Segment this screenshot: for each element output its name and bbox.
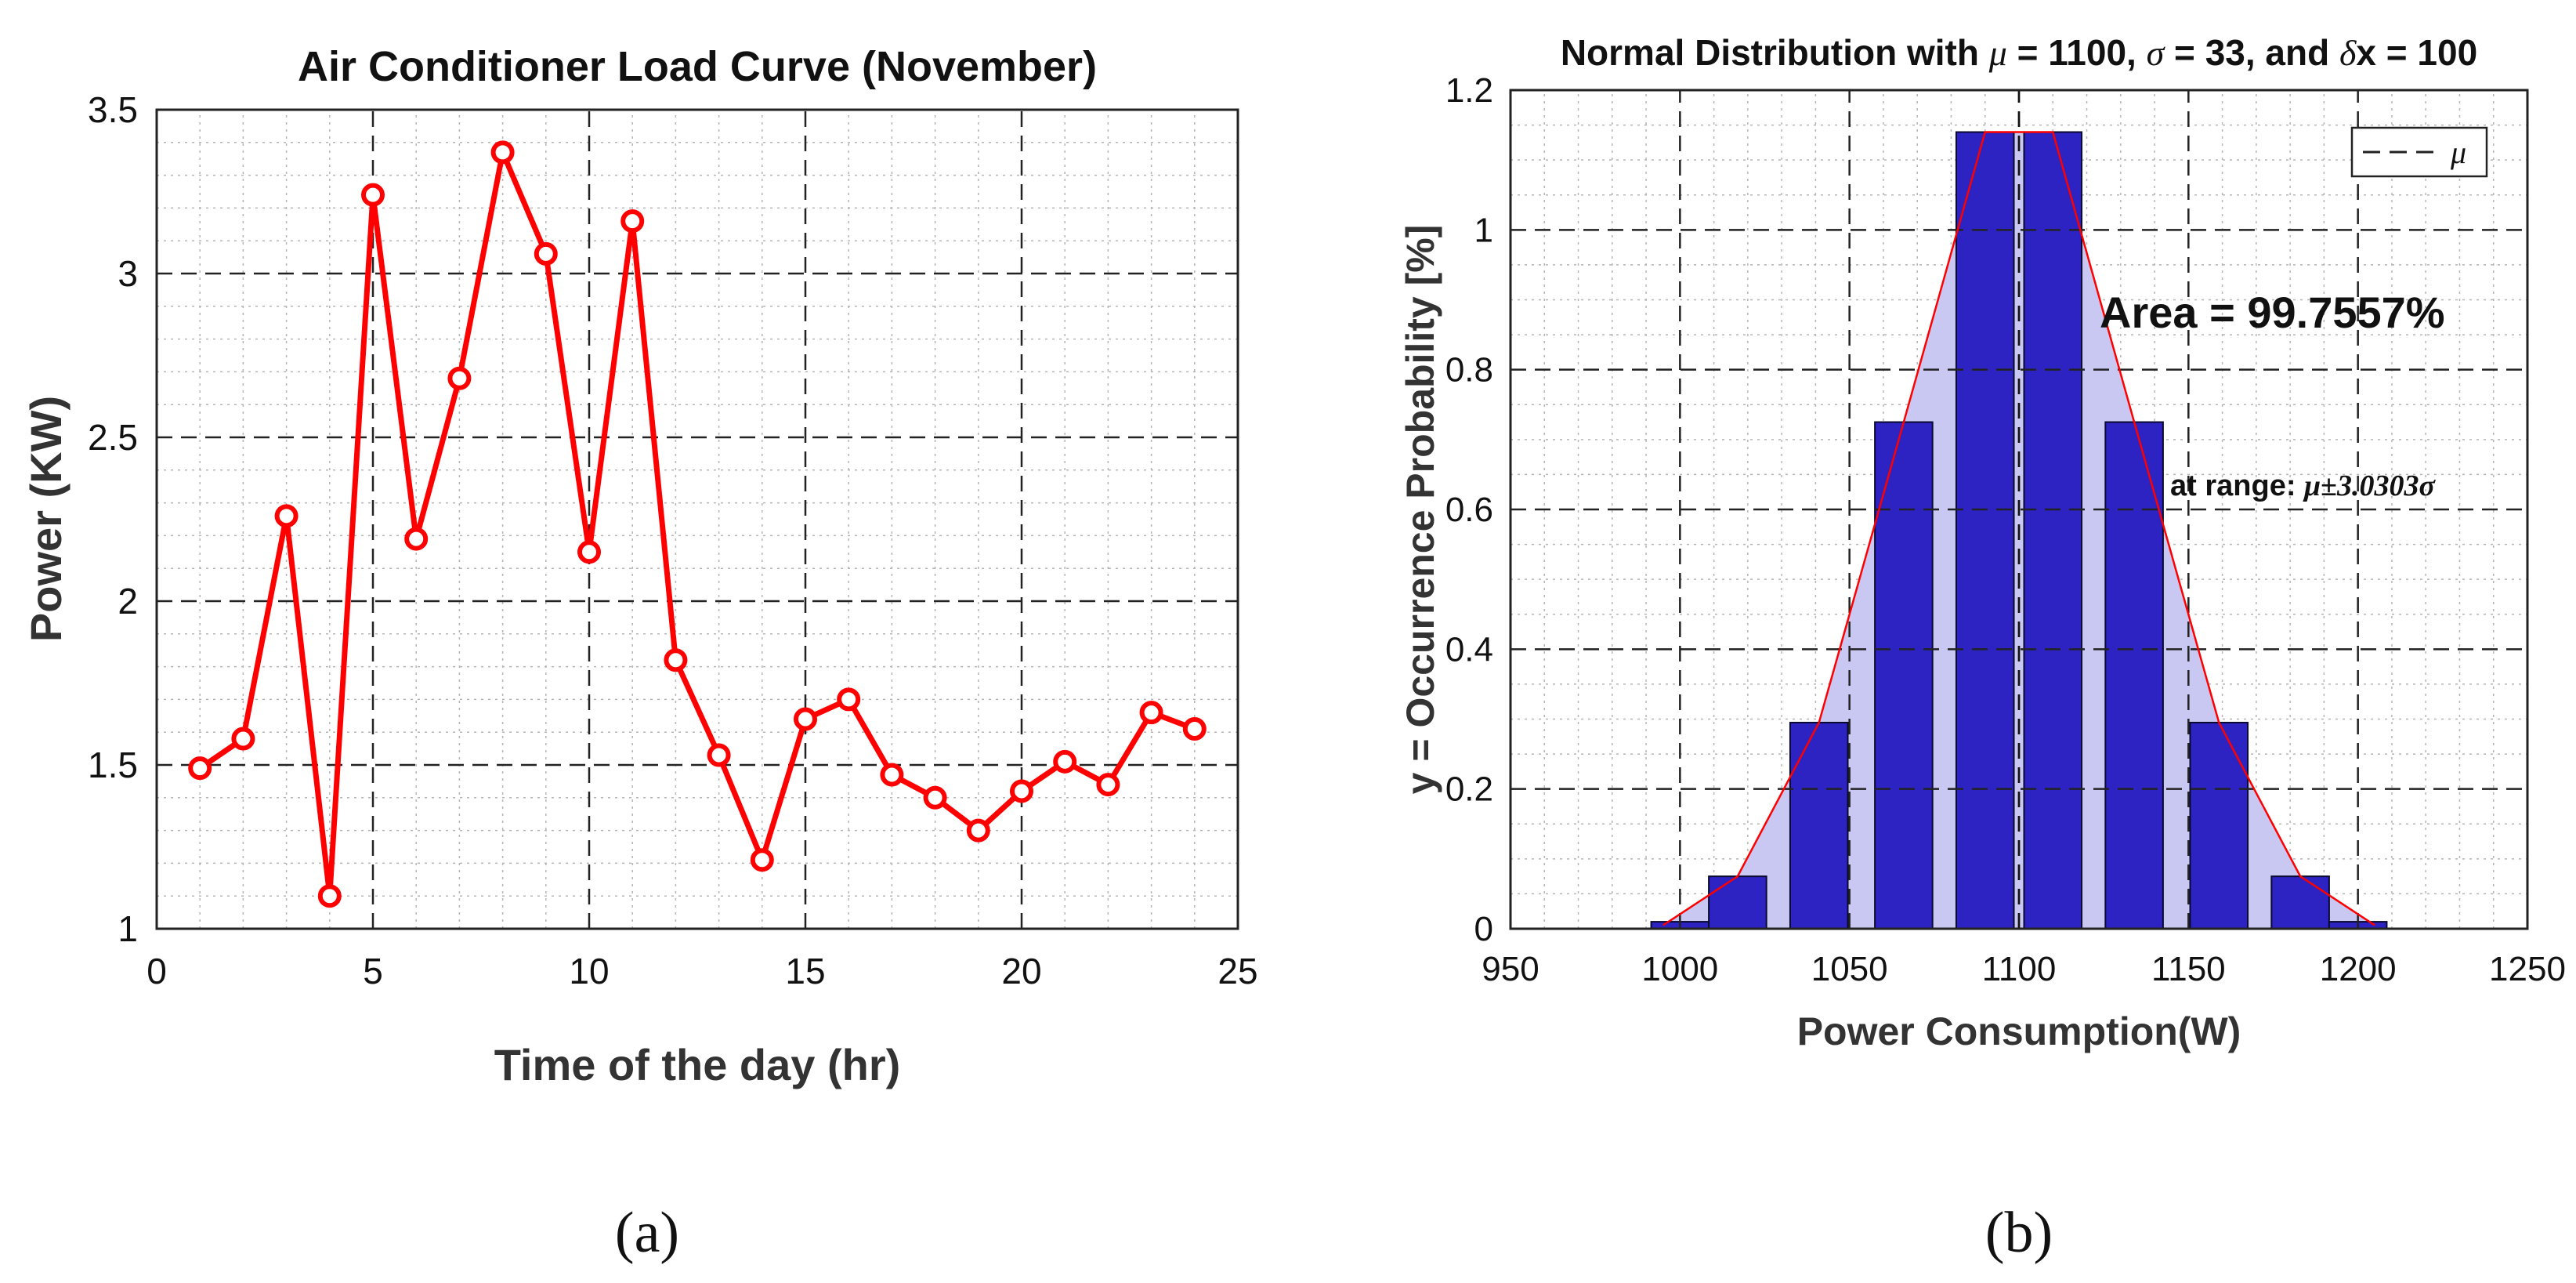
panel-a-data-point <box>361 183 385 207</box>
panel-a-data-point <box>534 241 558 266</box>
panel-a-y-tick-label: 3.5 <box>88 89 138 130</box>
panel-b-area-annotation: Area = 99.7557% <box>2100 288 2445 337</box>
panel-b-x-tick-label: 1250 <box>2489 950 2566 988</box>
panel-a-data-point <box>447 366 472 390</box>
panel-b-bar <box>2104 421 2164 930</box>
panel-a-plot-frame <box>155 108 1239 930</box>
panel-a-data-point <box>1139 701 1163 725</box>
panel-a-y-tick-label: 1 <box>118 908 138 949</box>
panel-a-data-point <box>231 727 255 751</box>
panel-a-x-tick-label: 10 <box>569 951 609 991</box>
panel-a-x-tick-label: 25 <box>1217 951 1257 991</box>
panel-b-range-prefix: at range: <box>2170 469 2304 502</box>
panel-b-title-delta-value: x = 100 <box>2356 32 2477 73</box>
panel-a-data-point <box>404 527 429 551</box>
panel-b-normal-curve <box>1662 131 2375 926</box>
panel-a-x-tick-label: 15 <box>785 951 825 991</box>
panel-b-title-delta-symbol: δ <box>2339 33 2357 73</box>
panel-a-data-point <box>664 648 688 672</box>
panel-label-a: (a) <box>615 1201 679 1265</box>
panel-a-data-point <box>577 540 601 564</box>
panel-a-data-point <box>188 756 212 781</box>
panel-b-y-tick-label: 0 <box>1474 910 1493 948</box>
panel-a-series-load <box>188 140 1207 908</box>
panel-a-title: Air Conditioner Load Curve (November) <box>298 43 1097 90</box>
panel-b-title-sigma-symbol: σ <box>2147 33 2166 73</box>
panel-b-x-tick-label: 1000 <box>1641 950 1718 988</box>
panel-b-y-tick-label: 0.8 <box>1445 351 1493 390</box>
panel-b-range-expression: μ±3.0303σ <box>2303 469 2436 502</box>
panel-a-y-axis-label: Power (KW) <box>21 396 71 642</box>
panel-a-y-tick-label: 1.5 <box>88 745 138 785</box>
panel-a-x-axis-label: Time of the day (hr) <box>494 1040 901 1089</box>
panel-b-title-mu-value: = 1100, <box>2007 32 2147 73</box>
panel-b-x-tick-label: 1200 <box>2320 950 2397 988</box>
panel-b-x-axis-label: Power Consumption(W) <box>1797 1009 2241 1053</box>
panel-a-data-point <box>923 785 947 810</box>
panel-a-data-point <box>1096 773 1120 797</box>
panel-b-y-tick-label: 0.6 <box>1445 491 1493 529</box>
panel-a-data-point <box>317 884 342 908</box>
panel-a-data-point <box>750 848 774 872</box>
panel-a-data-point <box>837 687 861 712</box>
panel-b-legend: μ <box>2350 126 2488 178</box>
panel-a-data-point <box>274 504 298 528</box>
panel-b-bar <box>1955 131 2015 930</box>
panel-a-chart: 0 5 10 15 20 25 1 1.5 2 2.5 3 3.5 Air Conditioner L… <box>21 43 1258 1089</box>
panel-b-y-tick-label: 0.4 <box>1445 630 1493 669</box>
panel-a-x-tick-label: 20 <box>1001 951 1041 991</box>
panel-a-data-point <box>707 743 731 767</box>
panel-b-x-tick-label: 1050 <box>1811 950 1888 988</box>
panel-b-title: Normal Distribution with μ = 1100, σ = 3… <box>1561 32 2477 73</box>
panel-b-y-tick-label: 1 <box>1474 211 1493 249</box>
panel-b-range-annotation: at range: μ±3.0303σ <box>2170 469 2437 502</box>
panel-b-title-sigma-value: = 33, and <box>2164 32 2339 73</box>
panel-a-data-point <box>490 140 515 165</box>
panel-a-x-tick-label: 5 <box>363 951 383 991</box>
panel-b-plot-frame <box>1509 89 2529 930</box>
panel-b-bar <box>2023 131 2083 930</box>
panel-b-curve-line <box>1662 131 2375 926</box>
panel-a-data-point <box>880 763 904 787</box>
panel-a-x-tick-label: 0 <box>147 951 167 991</box>
panel-a-data-point <box>620 209 645 234</box>
panel-b-y-tick-label: 0.2 <box>1445 770 1493 809</box>
panel-b-y-axis-label: y = Occurrence Probability [%] <box>1398 225 1442 795</box>
panel-b-bar <box>1874 421 1934 930</box>
panel-a-tick-labels: 0 5 10 15 20 25 1 1.5 2 2.5 3 3.5 <box>88 89 1258 991</box>
panel-b-x-tick-label: 950 <box>1482 950 1539 988</box>
panel-b-bar <box>2270 875 2330 930</box>
panel-b-x-tick-label: 1150 <box>2151 950 2226 988</box>
panel-b-legend-label: μ <box>2450 135 2466 170</box>
panel-a-data-point <box>966 818 990 843</box>
panel-b-bars <box>1650 131 2388 930</box>
panel-a-data-point <box>1053 749 1077 774</box>
panel-a-y-tick-label: 2 <box>118 581 138 622</box>
panel-a-data-point <box>1010 779 1033 803</box>
panel-b-bar <box>2189 721 2249 930</box>
panel-a-data-point <box>1182 717 1207 741</box>
panel-b-title-prefix: Normal Distribution with <box>1561 32 1989 73</box>
panel-b-chart: 950 1000 1050 1100 1150 1200 1250 0 0.2 0.4 0.6 0.8… <box>1398 32 2566 1053</box>
panel-label-b: (b) <box>1985 1201 2053 1265</box>
panel-b-y-tick-label: 1.2 <box>1445 71 1493 110</box>
panel-b-bar <box>1789 721 1849 930</box>
panel-b-x-tick-label: 1100 <box>1982 950 2057 988</box>
panel-b-bar <box>1708 875 1767 930</box>
panel-a-data-point <box>794 707 817 731</box>
panel-b-tick-labels: 950 1000 1050 1100 1150 1200 1250 0 0.2 0.4 0.6 0.8… <box>1445 71 2566 988</box>
panel-b-title-mu-symbol: μ <box>1988 33 2007 73</box>
panel-a-y-tick-label: 3 <box>118 253 138 294</box>
panel-a-y-tick-label: 2.5 <box>88 417 138 458</box>
